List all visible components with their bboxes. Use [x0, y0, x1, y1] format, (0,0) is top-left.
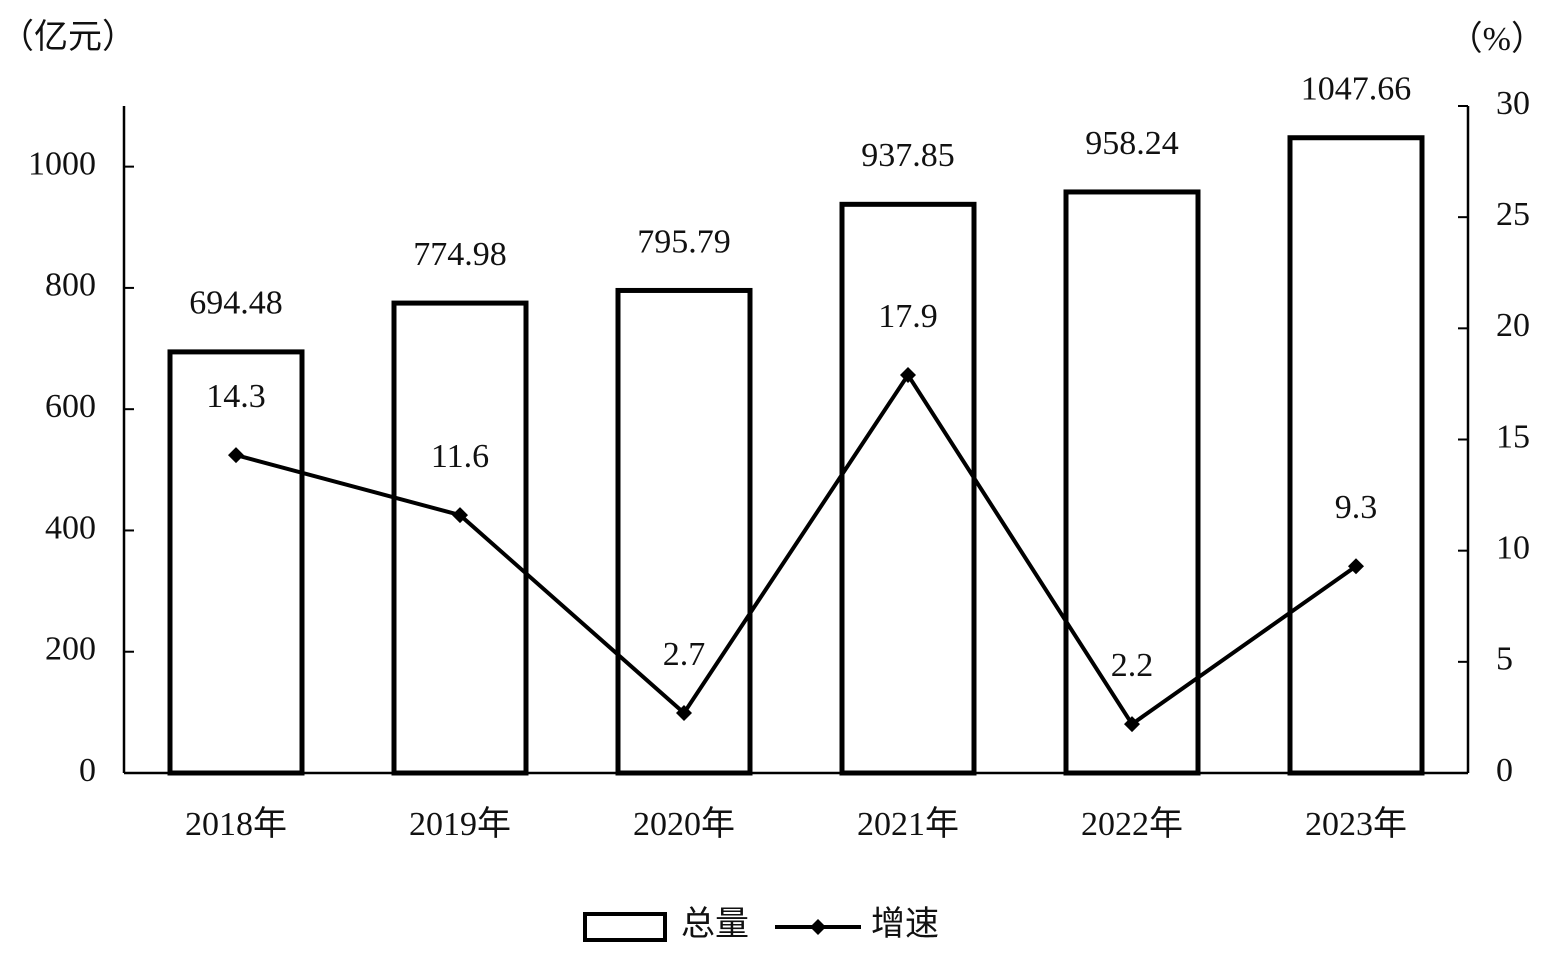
bar-value-label: 1047.66	[1301, 71, 1412, 108]
x-tick-label: 2021年	[857, 805, 959, 843]
x-tick-label: 2018年	[185, 805, 287, 843]
x-tick-label: 2020年	[633, 805, 735, 843]
x-tick-label: 2019年	[409, 805, 511, 843]
line-marker	[452, 507, 468, 524]
bar	[1287, 135, 1425, 776]
bar	[167, 349, 305, 776]
line-value-label: 9.3	[1335, 489, 1378, 526]
line-value-label: 11.6	[431, 438, 489, 475]
y2-tick-label: 10	[1496, 529, 1530, 566]
y2-tick-label: 20	[1496, 307, 1530, 344]
y-tick-label: 800	[45, 267, 96, 304]
line-value-label: 17.9	[878, 298, 938, 335]
y2-tick-label: 15	[1496, 418, 1530, 455]
y-tick-label: 0	[79, 752, 96, 789]
y-tick-label: 400	[45, 509, 96, 546]
y-tick-label: 200	[45, 631, 96, 668]
y2-axis-label: （%）	[1449, 20, 1545, 58]
y2-tick-label: 25	[1496, 196, 1530, 233]
line-marker	[228, 447, 244, 464]
x-tick-label: 2022年	[1081, 805, 1183, 843]
bar	[1063, 189, 1201, 776]
y2-tick-label: 0	[1496, 752, 1513, 789]
y2-tick-label: 30	[1496, 85, 1530, 122]
bar	[615, 287, 753, 776]
bar-value-label: 937.85	[861, 137, 955, 174]
legend-marker	[810, 919, 826, 935]
line-value-label: 2.7	[663, 636, 706, 673]
line	[235, 371, 1358, 727]
bar	[391, 300, 529, 776]
bar-value-label: 694.48	[189, 285, 283, 322]
legend-label: 增速	[871, 905, 939, 943]
line-marker	[676, 704, 692, 721]
line-marker	[1348, 558, 1364, 575]
legend-label: 总量	[681, 905, 749, 943]
bar	[839, 201, 977, 776]
line-value-label: 14.3	[206, 378, 266, 415]
line-marker	[900, 367, 916, 384]
bar-value-label: 774.98	[413, 236, 507, 273]
x-tick-label: 2023年	[1305, 805, 1407, 843]
y2-tick-label: 5	[1496, 641, 1513, 678]
line-value-label: 2.2	[1111, 647, 1154, 684]
bar-value-label: 958.24	[1085, 125, 1179, 162]
y-tick-label: 600	[45, 388, 96, 425]
y-axis-label: （亿元）	[0, 18, 136, 56]
y-tick-label: 1000	[28, 145, 96, 182]
line-marker	[1124, 716, 1140, 733]
legend-swatch	[583, 912, 667, 942]
bar-value-label: 795.79	[637, 223, 731, 260]
